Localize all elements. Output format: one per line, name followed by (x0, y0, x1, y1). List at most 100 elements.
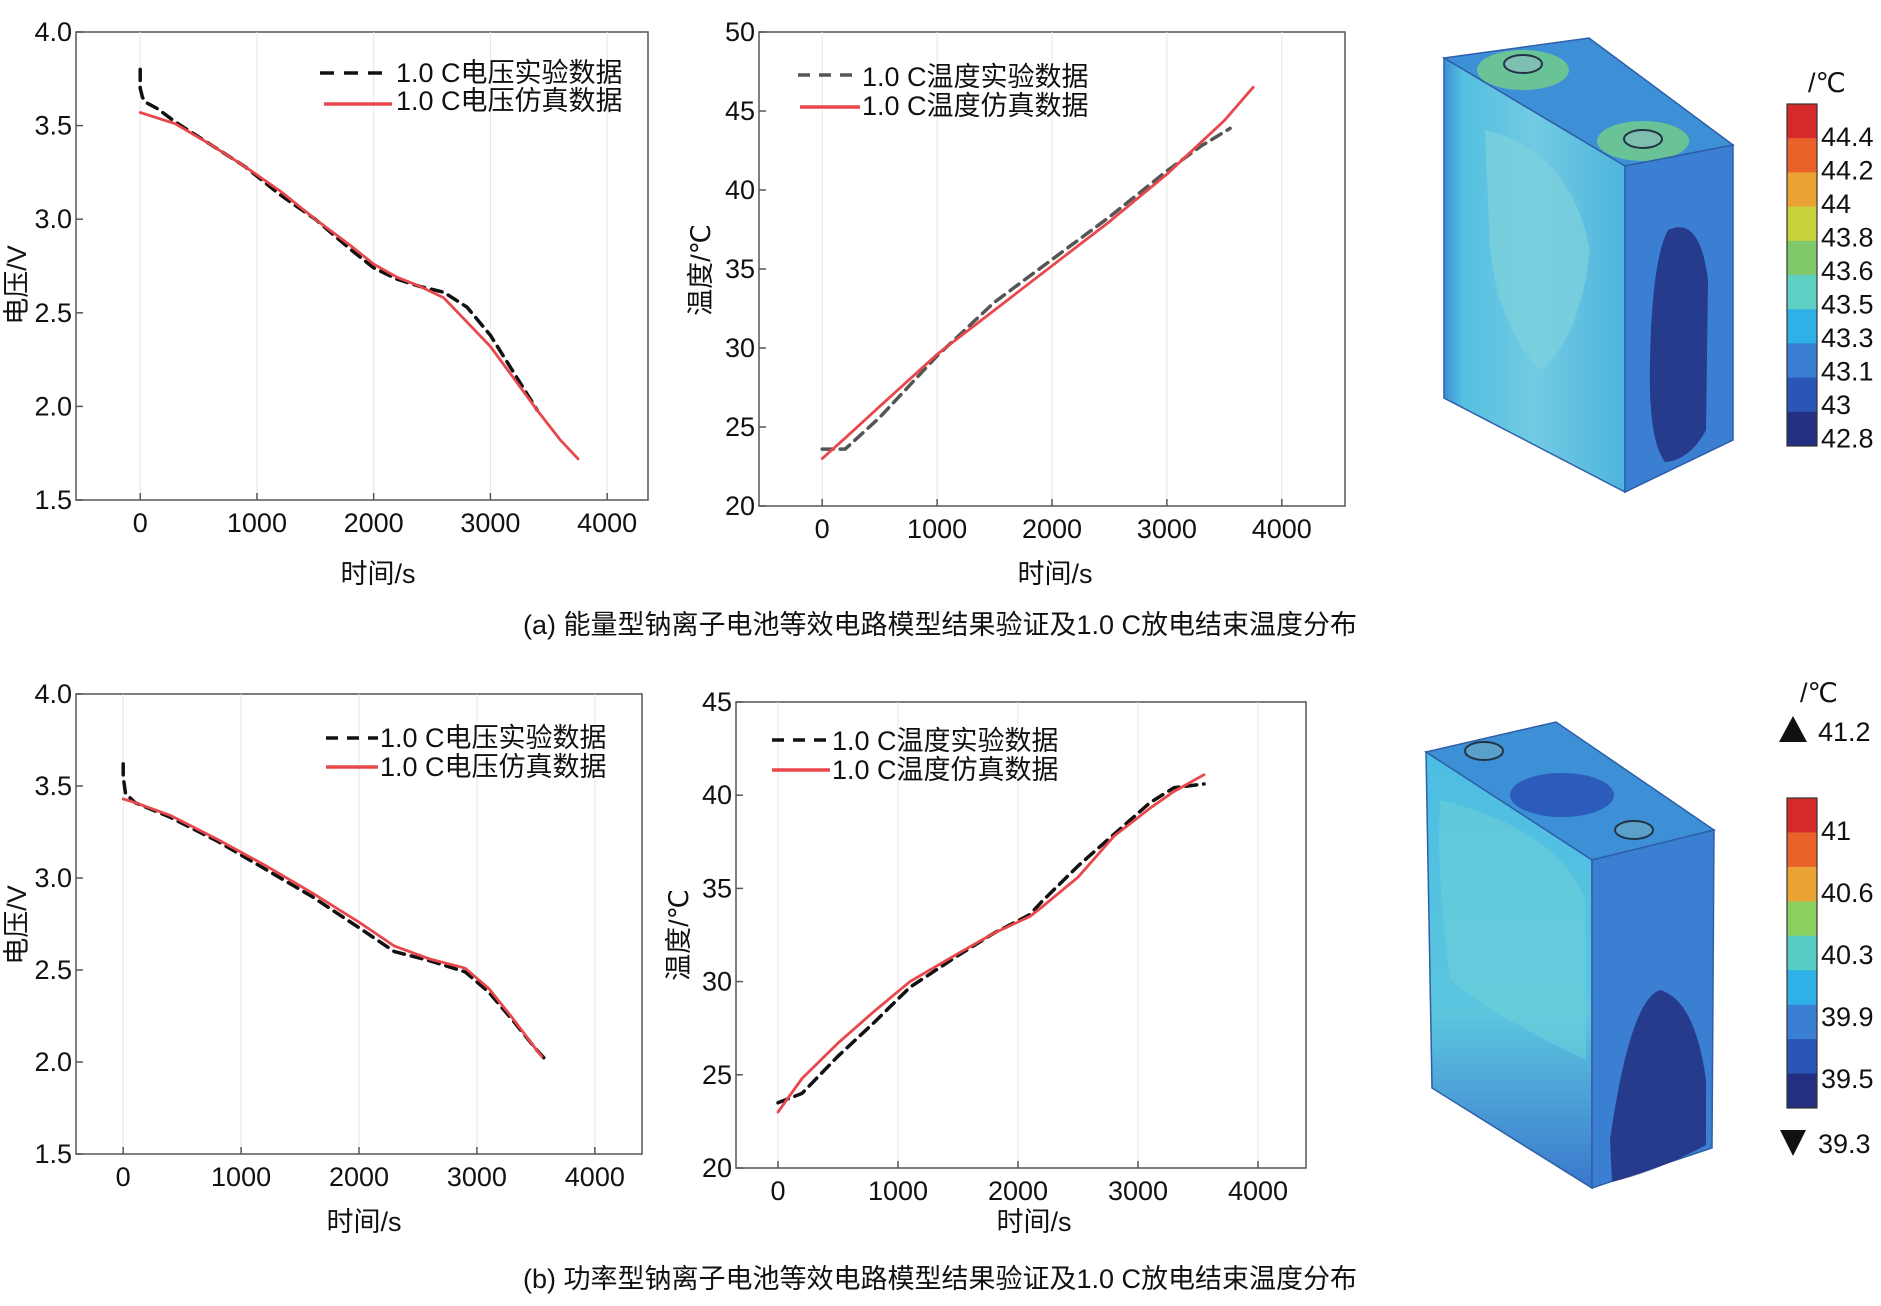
plot-frame (735, 701, 1307, 1169)
legend-label-experiment: 1.0 C电压实验数据 (380, 723, 607, 753)
colorbar-labels: 44.4 44.244 43.843.6 43.543.3 43.143 42.8 (1821, 122, 1874, 454)
x-axis-label: 时间/s (340, 559, 415, 589)
y-tick-label: 2.0 (34, 1047, 72, 1077)
colorbar-label: 43.1 (1821, 357, 1874, 387)
chart-temperature-b: 0 1000 2000 3000 4000 20 25 30 35 40 45 1.0 C温度实验数… (664, 687, 1307, 1237)
x-tick-label: 1000 (227, 508, 287, 538)
y-tick-label: 1.5 (34, 1139, 72, 1169)
colorbar-swatch (1787, 866, 1817, 902)
colorbar-swatch (1787, 343, 1817, 379)
x-tick-label: 2000 (344, 508, 404, 538)
x-tick-label: 3000 (447, 1162, 507, 1192)
cold-zone-side (1649, 227, 1708, 462)
y-tick-label: 20 (702, 1153, 732, 1183)
x-axis-label: 时间/s (996, 1207, 1071, 1237)
x-tick-label: 0 (770, 1176, 785, 1206)
x-tick-label: 4000 (1228, 1176, 1288, 1206)
legend-label-simulation: 1.0 C温度仿真数据 (832, 755, 1059, 785)
colorbar-swatch (1787, 172, 1817, 208)
legend: 1.0 C电压实验数据 1.0 C电压仿真数据 (320, 58, 623, 116)
x-tick-label: 2000 (1022, 514, 1082, 544)
caption-a: (a) 能量型钠离子电池等效电路模型结果验证及1.0 C放电结束温度分布 (523, 610, 1357, 640)
x-axis-label: 时间/s (1017, 559, 1092, 589)
colorbar-label: 40.3 (1821, 940, 1874, 970)
colorbar-label: 44.2 (1821, 156, 1874, 186)
y-tick-label: 45 (702, 687, 732, 717)
colorbar-swatch (1787, 935, 1817, 971)
x-tick-label: 4000 (565, 1162, 625, 1192)
colorbar-unit: /℃ (1800, 678, 1838, 708)
y-tick-label: 35 (725, 254, 755, 284)
colorbar-label: 43.3 (1821, 323, 1874, 353)
legend-label-simulation: 1.0 C温度仿真数据 (862, 91, 1089, 121)
x-tick-label: 3000 (1137, 514, 1197, 544)
colorbar-swatch (1787, 1073, 1817, 1109)
colorbar-swatch (1787, 901, 1817, 937)
colorbar-min-label: 39.3 (1818, 1129, 1871, 1159)
y-tick-label: 2.0 (34, 391, 72, 421)
colorbar-label: 44.4 (1821, 122, 1874, 152)
tick-labels: 0 1000 2000 3000 4000 1.5 2.0 2.5 3.0 3.5 4.0 (34, 17, 637, 538)
y-tick-label: 35 (702, 873, 732, 903)
series-line-simulation (138, 111, 580, 461)
tick-marks (76, 31, 608, 501)
colorbar-label: 39.5 (1821, 1064, 1874, 1094)
x-tick-label: 1000 (868, 1176, 928, 1206)
legend-label-experiment: 1.0 C电压实验数据 (396, 58, 623, 88)
y-tick-label: 20 (725, 491, 755, 521)
colorbar-label: 43.5 (1821, 290, 1874, 320)
y-axis-label: 电压/V (2, 885, 32, 965)
y-tick-label: 4.0 (34, 17, 72, 47)
legend: 1.0 C温度实验数据 1.0 C温度仿真数据 (772, 726, 1059, 785)
colorbar-max-label: 41.2 (1818, 717, 1871, 747)
legend-label-experiment: 1.0 C温度实验数据 (832, 726, 1059, 756)
x-tick-label: 4000 (1252, 514, 1312, 544)
colorbar-swatch (1787, 832, 1817, 868)
y-tick-label: 2.5 (34, 955, 72, 985)
colorbar-label: 39.9 (1821, 1002, 1874, 1032)
y-tick-label: 4.0 (34, 679, 72, 709)
series-line-experiment (776, 782, 1206, 1105)
colorbar-b: /℃ 41.2 41 40.6 40.3 39.9 39.5 39.3 (1779, 678, 1874, 1159)
colorbar-swatch (1787, 138, 1817, 173)
x-tick-label: 0 (815, 514, 830, 544)
x-tick-label: 3000 (1108, 1176, 1168, 1206)
battery-thermal-render-a (1441, 37, 1735, 494)
colorbar-label: 43.6 (1821, 256, 1874, 286)
colorbar-swatch (1787, 970, 1817, 1006)
tick-marks (759, 31, 1283, 507)
y-tick-label: 40 (725, 175, 755, 205)
colorbar-unit: /℃ (1808, 68, 1846, 98)
legend: 1.0 C温度实验数据 1.0 C温度仿真数据 (798, 62, 1089, 121)
colorbar-swatch (1787, 309, 1817, 344)
tick-marks (736, 701, 1259, 1169)
x-axis-label: 时间/s (326, 1207, 401, 1237)
x-tick-label: 4000 (577, 508, 637, 538)
series-line-simulation (121, 797, 544, 1058)
colorbar-swatch (1787, 1004, 1817, 1040)
x-tick-label: 2000 (988, 1176, 1048, 1206)
colorbar-swatches (1786, 103, 1818, 447)
x-tick-label: 0 (116, 1162, 131, 1192)
y-axis-label: 温度/℃ (664, 889, 694, 981)
chart-temperature-a: 0 1000 2000 3000 4000 20 25 30 35 40 45 50 1.0 C温度实… (686, 17, 1346, 589)
chart-voltage-a: 0 1000 2000 3000 4000 1.5 2.0 2.5 3.0 3.5 4.0 1.0 … (2, 17, 649, 589)
colorbar-outline (1786, 797, 1818, 1109)
cold-zone-side (1610, 990, 1706, 1182)
colorbar-swatch (1787, 275, 1817, 310)
grid-x (777, 702, 1259, 1168)
legend-label-experiment: 1.0 C温度实验数据 (862, 62, 1089, 92)
cool-zone-top (1510, 773, 1614, 817)
series-line-experiment (138, 67, 539, 412)
legend: 1.0 C电压实验数据 1.0 C电压仿真数据 (326, 723, 607, 782)
legend-label-simulation: 1.0 C电压仿真数据 (396, 86, 623, 116)
y-axis-label: 电压/V (2, 245, 32, 325)
colorbar-swatch (1787, 798, 1817, 833)
chart-voltage-b: 0 1000 2000 3000 4000 1.5 2.0 2.5 3.0 3.5 4.0 1.0 … (2, 679, 643, 1237)
colorbar-outline (1786, 103, 1818, 447)
colorbar-swatch (1787, 206, 1817, 242)
tick-labels: 0 1000 2000 3000 4000 20 25 30 35 40 45 50 (725, 17, 1312, 544)
x-tick-label: 0 (133, 508, 148, 538)
y-tick-label: 40 (702, 780, 732, 810)
x-tick-label: 1000 (211, 1162, 271, 1192)
